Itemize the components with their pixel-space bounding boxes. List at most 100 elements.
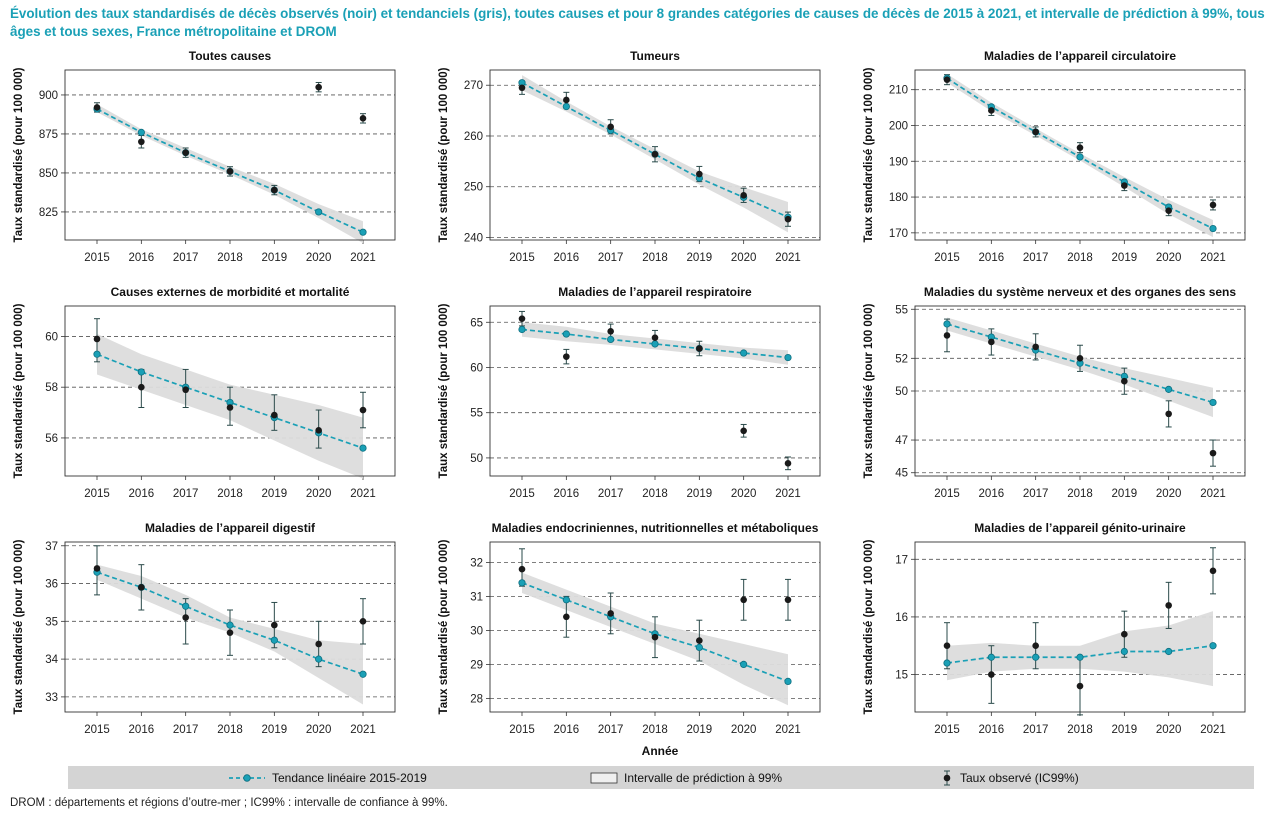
x-tick-label: 2021 [775, 724, 801, 736]
observed-point [315, 640, 322, 648]
legend-trend-label: Tendance linéaire 2015-2019 [272, 770, 427, 785]
y-tick-label: 270 [464, 80, 483, 92]
y-tick-label: 37 [45, 541, 58, 553]
y-axis-label: Taux standardisé (pour 100 000) [13, 303, 25, 478]
x-tick-label: 2019 [687, 252, 713, 264]
x-tick-label: 2020 [731, 252, 757, 264]
observed-point [563, 96, 570, 104]
observed-point [182, 386, 189, 394]
trend-point [1165, 385, 1173, 393]
observed-point [359, 406, 367, 414]
y-tick-label: 240 [464, 232, 483, 244]
plot-frame [489, 305, 821, 477]
trend-point [784, 677, 792, 686]
observed-point-icon [943, 770, 951, 785]
y-tick-label: 180 [889, 192, 908, 204]
y-tick-label: 190 [889, 156, 908, 168]
observed-point [943, 332, 951, 339]
observed-point [271, 411, 278, 419]
x-tick-label: 2015 [509, 252, 535, 264]
observed-point [696, 170, 703, 178]
trend-point [226, 621, 234, 629]
trend-point [137, 368, 145, 376]
observed-point [740, 596, 747, 604]
panel-title: Maladies de l’appareil respiratoire [558, 285, 752, 299]
y-tick-label: 875 [39, 129, 58, 141]
x-tick-label: 2021 [1200, 488, 1226, 500]
panel-title: Maladies de l’appareil génito-urinaire [974, 521, 1186, 535]
panel-4: Causes externes de morbidité et mortalit… [13, 285, 396, 500]
panel-3: Maladies de l’appareil circulatoire Taux … [863, 49, 1246, 264]
trend-point [1209, 224, 1217, 233]
y-axis-label: Taux standardisé (pour 100 000) [438, 303, 450, 478]
x-tick-label: 2017 [173, 252, 199, 264]
x-tick-label: 2020 [306, 252, 332, 264]
panel-title: Maladies du système nerveux et des organ… [924, 285, 1236, 299]
chart-title: Évolution des taux standardisés de décès… [10, 6, 1265, 39]
trend-point [315, 208, 323, 216]
y-tick-label: 30 [470, 625, 483, 637]
y-tick-label: 52 [895, 353, 908, 365]
x-tick-label: 2018 [642, 488, 668, 500]
x-tick-label: 2016 [129, 488, 155, 500]
x-tick-label: 2017 [173, 488, 199, 500]
observed-point [138, 383, 145, 391]
panel-6: Maladies du système nerveux et des organ… [863, 285, 1246, 500]
y-tick-label: 28 [470, 693, 483, 705]
trend-point [987, 653, 995, 661]
observed-point [607, 328, 614, 335]
x-tick-label: 2020 [1156, 252, 1182, 264]
x-tick-label: 2019 [687, 724, 713, 736]
y-tick-label: 55 [895, 304, 908, 316]
observed-point [563, 353, 570, 360]
legend: Tendance linéaire 2015-2019 Intervalle d… [68, 766, 1254, 789]
y-tick-label: 58 [45, 382, 58, 394]
trend-point [607, 335, 615, 344]
plot-frame [489, 69, 821, 241]
trend-point [562, 330, 570, 338]
y-axis-label: Taux standardisé (pour 100 000) [863, 303, 875, 478]
y-tick-label: 200 [889, 120, 908, 132]
trend-point [93, 350, 101, 358]
y-tick-label: 17 [895, 554, 908, 566]
trend-point [359, 444, 367, 452]
y-axis-label: Taux standardisé (pour 100 000) [863, 67, 875, 242]
observed-point [226, 168, 234, 175]
x-tick-label: 2017 [1023, 488, 1049, 500]
x-tick-label: 2018 [642, 252, 668, 264]
x-tick-label: 2021 [775, 252, 801, 264]
y-tick-label: 900 [39, 90, 58, 102]
observed-point [1032, 343, 1039, 351]
x-tick-label: 2018 [217, 488, 243, 500]
trend-point [1165, 647, 1173, 656]
observed-point [651, 334, 659, 341]
prediction-band [97, 564, 363, 705]
y-tick-label: 55 [470, 408, 483, 420]
observed-point [1032, 128, 1039, 136]
footnote: DROM : départements et régions d’outre-m… [10, 797, 448, 809]
y-tick-label: 31 [470, 591, 483, 603]
observed-point [271, 621, 278, 629]
observed-point [1121, 377, 1128, 385]
x-tick-label: 2021 [350, 488, 376, 500]
x-tick-label: 2018 [642, 724, 668, 736]
observed-point [1165, 410, 1172, 418]
x-tick-label: 2021 [1200, 724, 1226, 736]
legend-item-trend: Tendance linéaire 2015-2019 [228, 766, 427, 789]
panel-9: Maladies de l’appareil génito-urinaire Ta… [863, 521, 1246, 736]
x-tick-label: 2019 [262, 724, 288, 736]
x-tick-label: 2016 [979, 488, 1005, 500]
observed-point [696, 345, 703, 352]
panel-5: Maladies de l’appareil respiratoire Taux … [438, 285, 821, 500]
x-tick-label: 2016 [554, 488, 580, 500]
trend-point [518, 325, 526, 334]
panel-title: Tumeurs [630, 49, 680, 63]
observed-point [943, 642, 951, 650]
trend-point [784, 353, 792, 362]
x-tick-label: 2018 [217, 252, 243, 264]
observed-point [226, 404, 234, 411]
observed-point [988, 107, 995, 114]
observed-point [943, 76, 951, 83]
trend-point [137, 128, 145, 136]
observed-point [1209, 201, 1217, 209]
